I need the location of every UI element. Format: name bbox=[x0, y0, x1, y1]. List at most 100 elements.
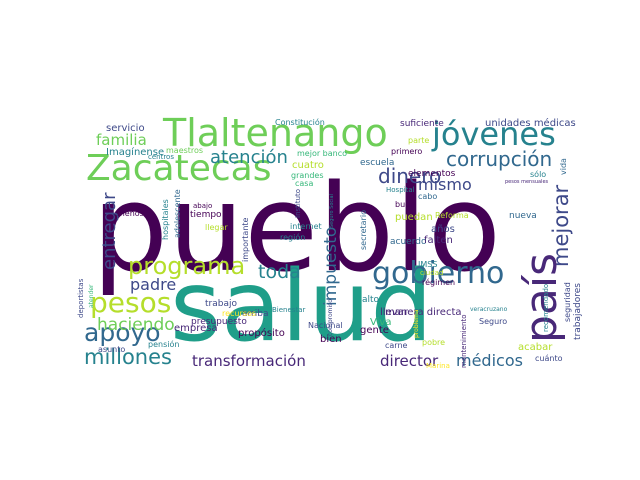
word-problema: problema bbox=[413, 309, 420, 338]
word-entregar: entregar bbox=[99, 192, 120, 270]
word-deportistas: deportistas bbox=[77, 278, 85, 318]
word-alto: alto bbox=[362, 295, 380, 305]
word-abajo: abajo bbox=[193, 202, 212, 210]
word-imaginense: Imagínense bbox=[106, 146, 164, 158]
word-director: director bbox=[380, 352, 439, 370]
word-constitucion: Constitución bbox=[275, 117, 325, 127]
word-impuesto: impuesto bbox=[321, 227, 341, 306]
word-dinero: dinero bbox=[378, 164, 441, 188]
word-presupuesto: presupuesto bbox=[191, 317, 247, 327]
word-gobierno: gobierno bbox=[372, 256, 504, 291]
word-hospital: Hospital bbox=[386, 186, 415, 194]
words-layer: pueblosaludTlaltenangoZacatecasjóvenespa… bbox=[77, 111, 583, 370]
word-pais: país bbox=[516, 253, 567, 343]
word-cuanto: cuánto bbox=[535, 354, 563, 363]
word-acabar: acabar bbox=[518, 342, 553, 353]
word-elementos: elementos bbox=[408, 169, 456, 179]
word-compromiso: compromiso bbox=[327, 299, 334, 336]
word-medicos: médicos bbox=[456, 351, 523, 370]
word-gente: gente bbox=[360, 325, 389, 336]
word-cuatro: cuatro bbox=[292, 160, 324, 171]
word-nueva: nueva bbox=[509, 211, 537, 221]
word-viva: Viva bbox=[370, 317, 391, 328]
word-millones: millones bbox=[84, 345, 172, 369]
word-regimen: régimen bbox=[422, 277, 455, 287]
word-grandes: grandes bbox=[291, 171, 324, 180]
word-bien: bien bbox=[320, 334, 342, 345]
word-suficiente: suficiente bbox=[400, 119, 444, 129]
word-empresa: empresa bbox=[174, 323, 218, 334]
word-cabo: cabo bbox=[418, 192, 437, 201]
word-puedan: puedan bbox=[395, 212, 433, 223]
word-solo: sólo bbox=[530, 169, 546, 179]
word-bienestar: Bienestar bbox=[272, 306, 305, 314]
word-haciendo: haciendo bbox=[97, 315, 175, 335]
word-parte: parte bbox=[408, 136, 429, 145]
word-atencion: atención bbox=[210, 147, 288, 168]
word-secretario: secretario bbox=[359, 210, 368, 250]
word-instituto: Instituto bbox=[294, 189, 302, 218]
word-apoyo: apoyo bbox=[84, 318, 161, 347]
word-pesos: pesos bbox=[90, 286, 171, 319]
word-atender: atender bbox=[88, 284, 95, 308]
word-corrupcion: corrupción bbox=[446, 147, 552, 171]
word-maestros: maestros bbox=[166, 146, 203, 155]
word-asunto: asunto bbox=[98, 345, 125, 354]
word-mejor-banco: mejor banco bbox=[297, 149, 347, 158]
word-imss: IMSS bbox=[418, 260, 437, 269]
word-falten: falten bbox=[424, 235, 453, 246]
word-region: región bbox=[280, 232, 305, 242]
word-pesos-mensuales: pesos mensuales bbox=[505, 179, 549, 185]
word-pension: pensión bbox=[148, 339, 179, 349]
word-toda: toda bbox=[258, 261, 301, 283]
word-zacatecas: Zacatecas bbox=[86, 148, 271, 189]
word-centros: centros bbox=[148, 153, 174, 161]
word-nacional: Nacional bbox=[308, 321, 343, 330]
word-arriba: arriba bbox=[242, 309, 269, 319]
word-importante: importante bbox=[241, 217, 250, 262]
word-manera-directa: manera directa bbox=[385, 307, 462, 318]
word-familia: familia bbox=[96, 131, 147, 149]
word-tlaltenango: Tlaltenango bbox=[162, 111, 388, 155]
word-hospitales: hospitales bbox=[161, 199, 170, 240]
word-tiempo: tiempo bbox=[190, 210, 222, 220]
word-reforma: Reforma bbox=[435, 211, 469, 220]
word-pobre: pobre bbox=[422, 338, 445, 347]
word-vida: vida bbox=[559, 158, 568, 175]
word-seguridad: seguridad bbox=[563, 282, 572, 322]
word-internet: internet bbox=[290, 222, 322, 231]
word-acuerdo: acuerdo bbox=[390, 237, 427, 247]
word-escuela: escuela bbox=[360, 158, 394, 168]
word-salud: salud bbox=[170, 250, 433, 364]
word-jovenes: jóvenes bbox=[431, 115, 556, 153]
word-anos: años bbox=[431, 224, 455, 235]
word-veracruzano: veracruzano bbox=[470, 306, 508, 313]
word-unidades-medicas: unidades médicas bbox=[485, 117, 576, 129]
word-buen: buen bbox=[395, 200, 415, 209]
word-ciudad: ciudad bbox=[420, 269, 443, 277]
word-recursos: recursos bbox=[222, 309, 256, 318]
word-mismo: mismo bbox=[418, 175, 472, 194]
word-marina: Marina bbox=[426, 362, 450, 370]
word-menos: menos bbox=[117, 209, 144, 218]
word-programa: programa bbox=[128, 252, 245, 280]
word-pueblo: pueblo bbox=[92, 160, 501, 299]
word-transformacion: transformación bbox=[192, 352, 306, 370]
word-llevar: llevar bbox=[380, 307, 409, 318]
word-proposito: propósito bbox=[238, 327, 285, 339]
word-casa: casa bbox=[295, 179, 313, 188]
word-padre: padre bbox=[130, 275, 176, 294]
word-mantenimiento: mantenimiento bbox=[460, 314, 468, 368]
word-llegar: llegar bbox=[205, 223, 228, 232]
word-primero: primero bbox=[391, 147, 422, 156]
word-seguro: Seguro bbox=[479, 317, 507, 326]
word-recomendado: recomendado bbox=[542, 284, 550, 332]
word-mejorar: mejorar bbox=[549, 184, 573, 267]
word-servicio: servicio bbox=[106, 123, 145, 134]
word-trabajo: trabajo bbox=[205, 299, 237, 309]
word-carne: carne bbox=[385, 341, 408, 350]
word-seguro-social: Seguro Social bbox=[329, 194, 335, 228]
word-trabajadores: trabajadores bbox=[573, 283, 583, 340]
